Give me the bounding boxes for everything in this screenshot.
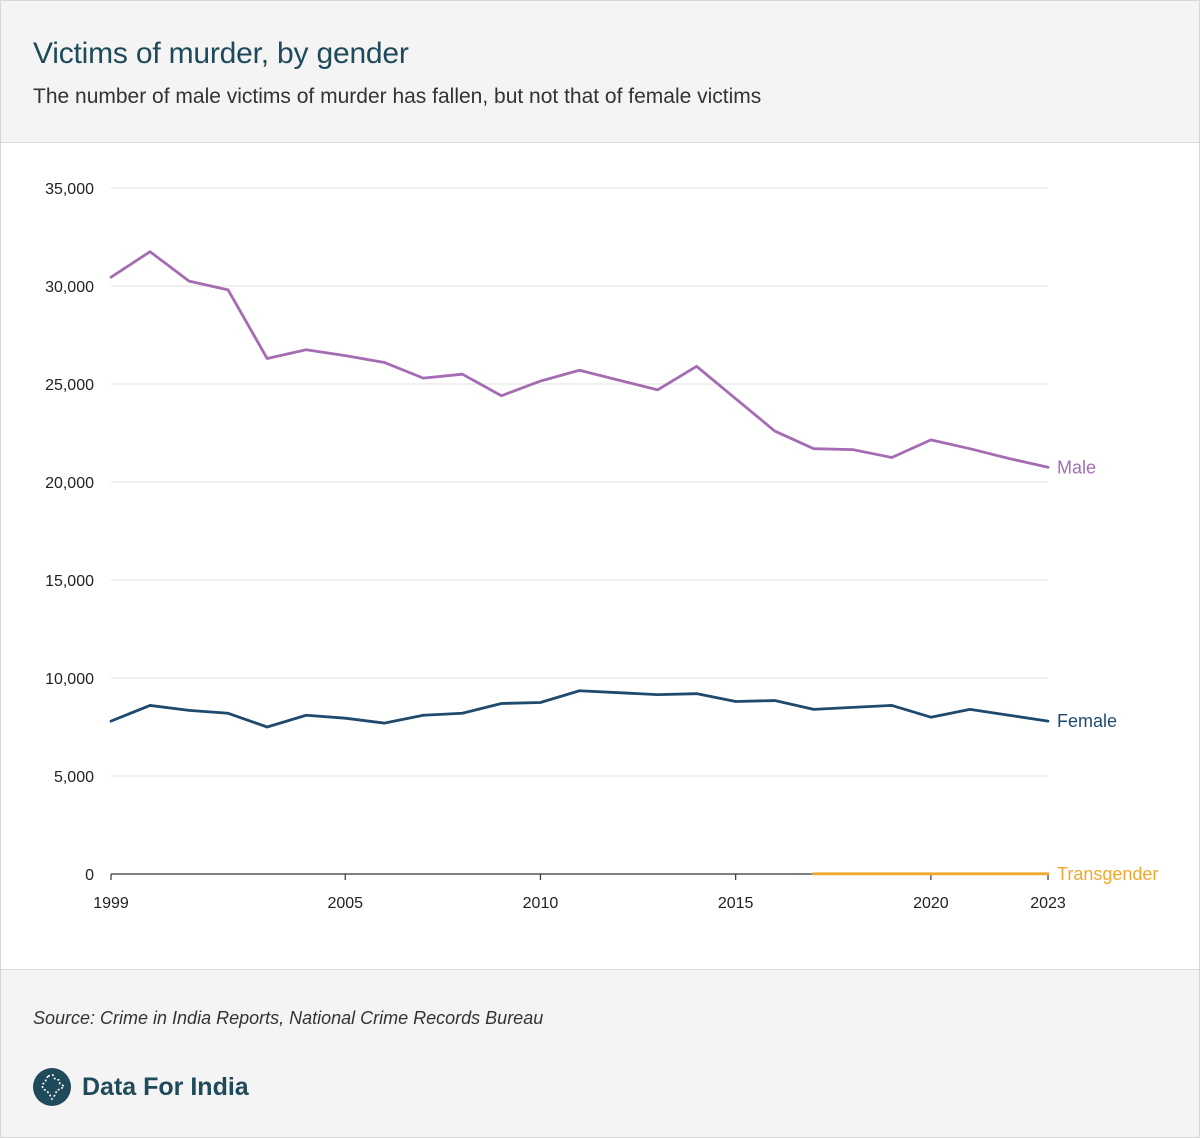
plot-area: 0 5,000 10,000 15,000 20,000 25,000 30,000 35,0… bbox=[1, 143, 1199, 970]
y-tick-label: 30,000 bbox=[45, 279, 94, 296]
brand: Data For India bbox=[33, 1068, 249, 1106]
y-tick-label: 15,000 bbox=[45, 573, 94, 590]
series-line-male bbox=[109, 250, 1050, 469]
x-tick-label: 2010 bbox=[523, 895, 559, 912]
y-tick-label: 5,000 bbox=[54, 769, 94, 786]
y-tick-label: 25,000 bbox=[45, 377, 94, 394]
x-tick-label: 1999 bbox=[93, 895, 129, 912]
line-chart: 0 5,000 10,000 15,000 20,000 25,000 30,000 35,0… bbox=[45, 181, 1158, 912]
chart-header: Victims of murder, by gender The number … bbox=[1, 1, 1199, 143]
x-tick-label: 2020 bbox=[913, 895, 949, 912]
series-line-female bbox=[109, 689, 1050, 729]
brand-name: Data For India bbox=[82, 1072, 249, 1101]
y-tick-label: 35,000 bbox=[45, 181, 94, 198]
chart-title: Victims of murder, by gender bbox=[33, 37, 409, 70]
india-map-logo-icon bbox=[33, 1068, 71, 1106]
x-tick-label: 2023 bbox=[1030, 895, 1066, 912]
chart-footer: Source: Crime in India Reports, National… bbox=[1, 970, 1199, 1137]
y-tick-label: 20,000 bbox=[45, 475, 94, 492]
series-label-transgender: Transgender bbox=[1057, 864, 1158, 884]
source-note: Source: Crime in India Reports, National… bbox=[33, 1008, 544, 1028]
series-label-male: Male bbox=[1057, 457, 1096, 477]
series-label-female: Female bbox=[1057, 711, 1117, 731]
y-tick-label: 10,000 bbox=[45, 671, 94, 688]
chart-subtitle: The number of male victims of murder has… bbox=[33, 85, 762, 108]
x-tick-label: 2015 bbox=[718, 895, 754, 912]
x-tick-label: 2005 bbox=[327, 895, 363, 912]
y-tick-label: 0 bbox=[85, 867, 94, 884]
